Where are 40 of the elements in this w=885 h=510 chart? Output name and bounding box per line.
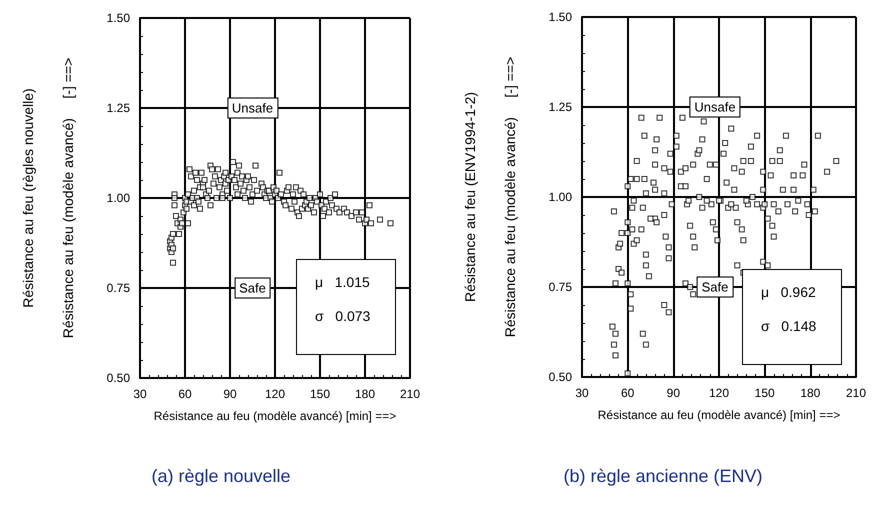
x-tick-label: 150 — [310, 387, 330, 401]
annotation: Safe — [696, 276, 734, 298]
y-tick-label: 1.00 — [106, 191, 130, 205]
x-tick-label: 60 — [620, 386, 635, 400]
x-tick-label: 90 — [223, 387, 237, 401]
text: (b) règle ancienne (ENV) — [563, 466, 763, 486]
y-tick-label: 1.00 — [548, 190, 572, 204]
x-tick-label: 180 — [354, 387, 376, 401]
x-tick-label: 60 — [178, 387, 192, 401]
x-tick-label: 180 — [800, 386, 821, 400]
y-tick-label: 1.25 — [106, 101, 130, 115]
x-axis-title: Résistance au feu (modèle avancé) [min] ==> — [154, 409, 396, 423]
stats-box: μ 1.015 σ 0.073 — [296, 259, 396, 355]
annotation: Safe — [234, 278, 271, 298]
y-tick-label: 1.50 — [106, 11, 130, 25]
y-tick-label: 1.25 — [548, 100, 572, 114]
x-tick-label: 30 — [575, 386, 589, 400]
y-tick-label: 0.50 — [548, 370, 572, 384]
x-axis-title: Résistance au feu (modèle avancé) [min] ==> — [598, 408, 840, 422]
annotation: Unsafe — [689, 96, 741, 118]
y-tick-label: 0.75 — [548, 280, 572, 294]
annotation: Unsafe — [226, 98, 278, 118]
annotation: σ 0.148 — [761, 318, 818, 336]
y-tick-label: 0.75 — [106, 281, 130, 295]
x-tick-label: 30 — [133, 387, 147, 401]
x-tick-label: 120 — [708, 386, 730, 400]
annotation: μ 0.962 — [761, 284, 817, 302]
text: (a) règle nouvelle — [151, 466, 291, 486]
x-tick-label: 210 — [846, 386, 866, 400]
x-tick-label: 120 — [264, 387, 286, 401]
text: Résistance au feu (règles nouvelle) Résistance au feu (modèle avancé) [-] ==> — [20, 58, 76, 338]
x-tick-label: 210 — [400, 387, 420, 401]
annotation: μ 1.015 — [315, 274, 371, 292]
y-tick-label: 1.50 — [548, 10, 572, 24]
annotation: σ 0.073 — [315, 308, 372, 326]
x-tick-label: 90 — [666, 386, 680, 400]
stats-box: μ 0.962 σ 0.148 — [742, 269, 842, 365]
y-tick-label: 0.50 — [106, 371, 130, 385]
text: Résistance au feu (ENV1994-1-2) Résistance au feu (modèle avancé) [-] ==> — [462, 56, 518, 338]
x-tick-label: 150 — [754, 386, 775, 400]
